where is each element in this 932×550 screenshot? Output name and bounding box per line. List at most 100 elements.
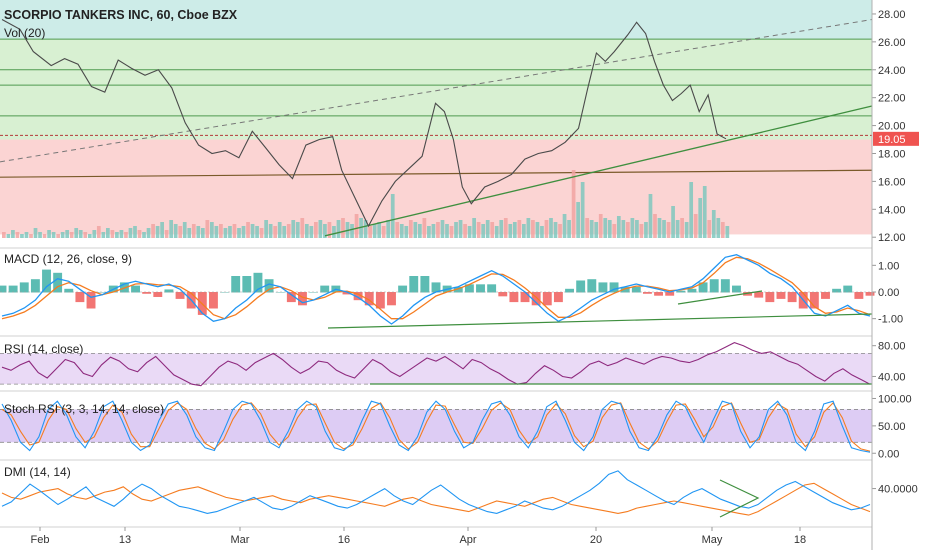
volume-bar (626, 222, 630, 238)
macd-trendline-lower (327, 313, 873, 329)
volume-bar (508, 224, 513, 238)
volume-bar (526, 218, 531, 238)
volume-bar (51, 232, 56, 238)
macd-histogram-bar (854, 292, 864, 299)
axis-tick-label: 22.00 (878, 93, 906, 105)
volume-bar (96, 226, 101, 238)
axis-tick-label: 0.00 (878, 287, 899, 299)
macd-histogram-bar (620, 286, 630, 293)
dmi-wedge (719, 479, 760, 518)
macd-histogram-bar (642, 292, 652, 294)
volume-bar (720, 222, 725, 238)
macd-histogram-bar (86, 292, 96, 309)
volume-bar (196, 226, 201, 238)
volume-bar (386, 220, 391, 238)
macd-histogram-bar (320, 285, 330, 293)
macd-line (1, 254, 871, 325)
macd-histogram-bar (576, 280, 586, 293)
volume-bar (137, 230, 142, 238)
volume-bar (368, 226, 372, 238)
volume-bar (449, 226, 454, 238)
volume-bar (418, 224, 422, 238)
macd-histogram-bar (231, 276, 241, 293)
last-price-marker: 19.05 (873, 131, 919, 146)
volume-bar (128, 228, 133, 238)
volume-bar (594, 222, 599, 238)
macd-histogram-bar (843, 285, 853, 293)
volume-bar (29, 234, 33, 238)
macd-histogram-bar (19, 282, 29, 293)
macd-histogram-bar (375, 292, 385, 309)
macd-axis: 1.00 0.00 -1.00 (872, 260, 903, 326)
axis-tick-label: 26.00 (878, 37, 906, 49)
macd-histogram-bar (565, 288, 574, 293)
axis-tick-label: 50.00 (878, 421, 906, 433)
macd-histogram-bar (153, 292, 163, 297)
price-pane: SCORPIO TANKERS INC, 60, Cboe BZX Vol (2… (0, 0, 919, 244)
volume-bar (372, 224, 377, 238)
macd-histogram-bar (743, 292, 753, 296)
volume-bar (255, 226, 259, 238)
last-price-box (873, 131, 919, 146)
axis-tick-label: 18.00 (878, 148, 906, 160)
volume-bar (440, 220, 445, 238)
time-tick-label: 13 (119, 534, 131, 546)
time-ticks: Feb 13 Mar 16 Apr 20 May 18 (31, 527, 806, 546)
macd-histogram-bar (464, 284, 474, 293)
volume-bar (499, 220, 504, 238)
volume-bar (576, 202, 580, 238)
volume-bar (553, 222, 558, 238)
volume-bar (463, 224, 467, 238)
macd-histogram-bar (754, 292, 764, 298)
volume-bar (408, 220, 413, 238)
volume-bar (205, 220, 210, 238)
macd-histogram-bar (698, 282, 708, 293)
volume-bar (309, 226, 314, 238)
volume-bar (173, 224, 178, 238)
macd-histogram-bar (286, 292, 296, 303)
macd-histogram-bar (208, 292, 218, 309)
volume-bar (327, 222, 332, 238)
macd-histogram-bar (865, 292, 875, 296)
volume-bar (92, 230, 97, 238)
axis-tick-label: 100.00 (878, 393, 912, 405)
macd-histogram-bar (665, 292, 675, 296)
macd-histogram-bar (0, 285, 7, 293)
volume-bars (2, 170, 730, 238)
volume-bar (33, 228, 38, 238)
dmi-axis: 40.0000 (872, 484, 918, 496)
volume-bar (65, 230, 70, 238)
volume-bar (671, 206, 675, 238)
macd-histogram-bar (720, 279, 730, 293)
volume-bar (544, 220, 549, 238)
axis-tick-label: 1.00 (878, 260, 899, 272)
macd-histogram-bar (364, 292, 374, 306)
macd-histogram-bar (531, 292, 541, 306)
volume-bar (169, 220, 174, 238)
volume-bar (47, 230, 51, 238)
macd-histogram-bar (509, 292, 519, 303)
axis-tick-label: 80.00 (878, 341, 906, 353)
volume-bar (20, 234, 24, 238)
volume-bar (702, 186, 707, 238)
volume-bar (300, 218, 305, 238)
volume-bar (323, 224, 327, 238)
axis-tick-label: 40.00 (878, 371, 906, 383)
macd-histogram-bar (64, 288, 74, 293)
volume-bar (115, 232, 119, 238)
volume-bar (612, 224, 617, 238)
macd-histogram-bar (242, 276, 252, 293)
volume-bar (146, 228, 151, 238)
volume-bar (363, 220, 368, 238)
volume-bar (585, 218, 590, 238)
macd-histogram-bar (253, 272, 263, 293)
stoch-band-lines (0, 409, 872, 443)
price-axis: 28.00 26.00 24.00 22.00 20.00 18.00 16.00 14.00… (872, 9, 906, 244)
macd-histogram-bar (409, 276, 419, 293)
volume-bar (616, 216, 621, 238)
volume-bar (662, 220, 666, 238)
rsi-axis: 80.00 40.00 (872, 341, 906, 383)
volume-bar (531, 220, 535, 238)
volume-bar (214, 226, 219, 238)
